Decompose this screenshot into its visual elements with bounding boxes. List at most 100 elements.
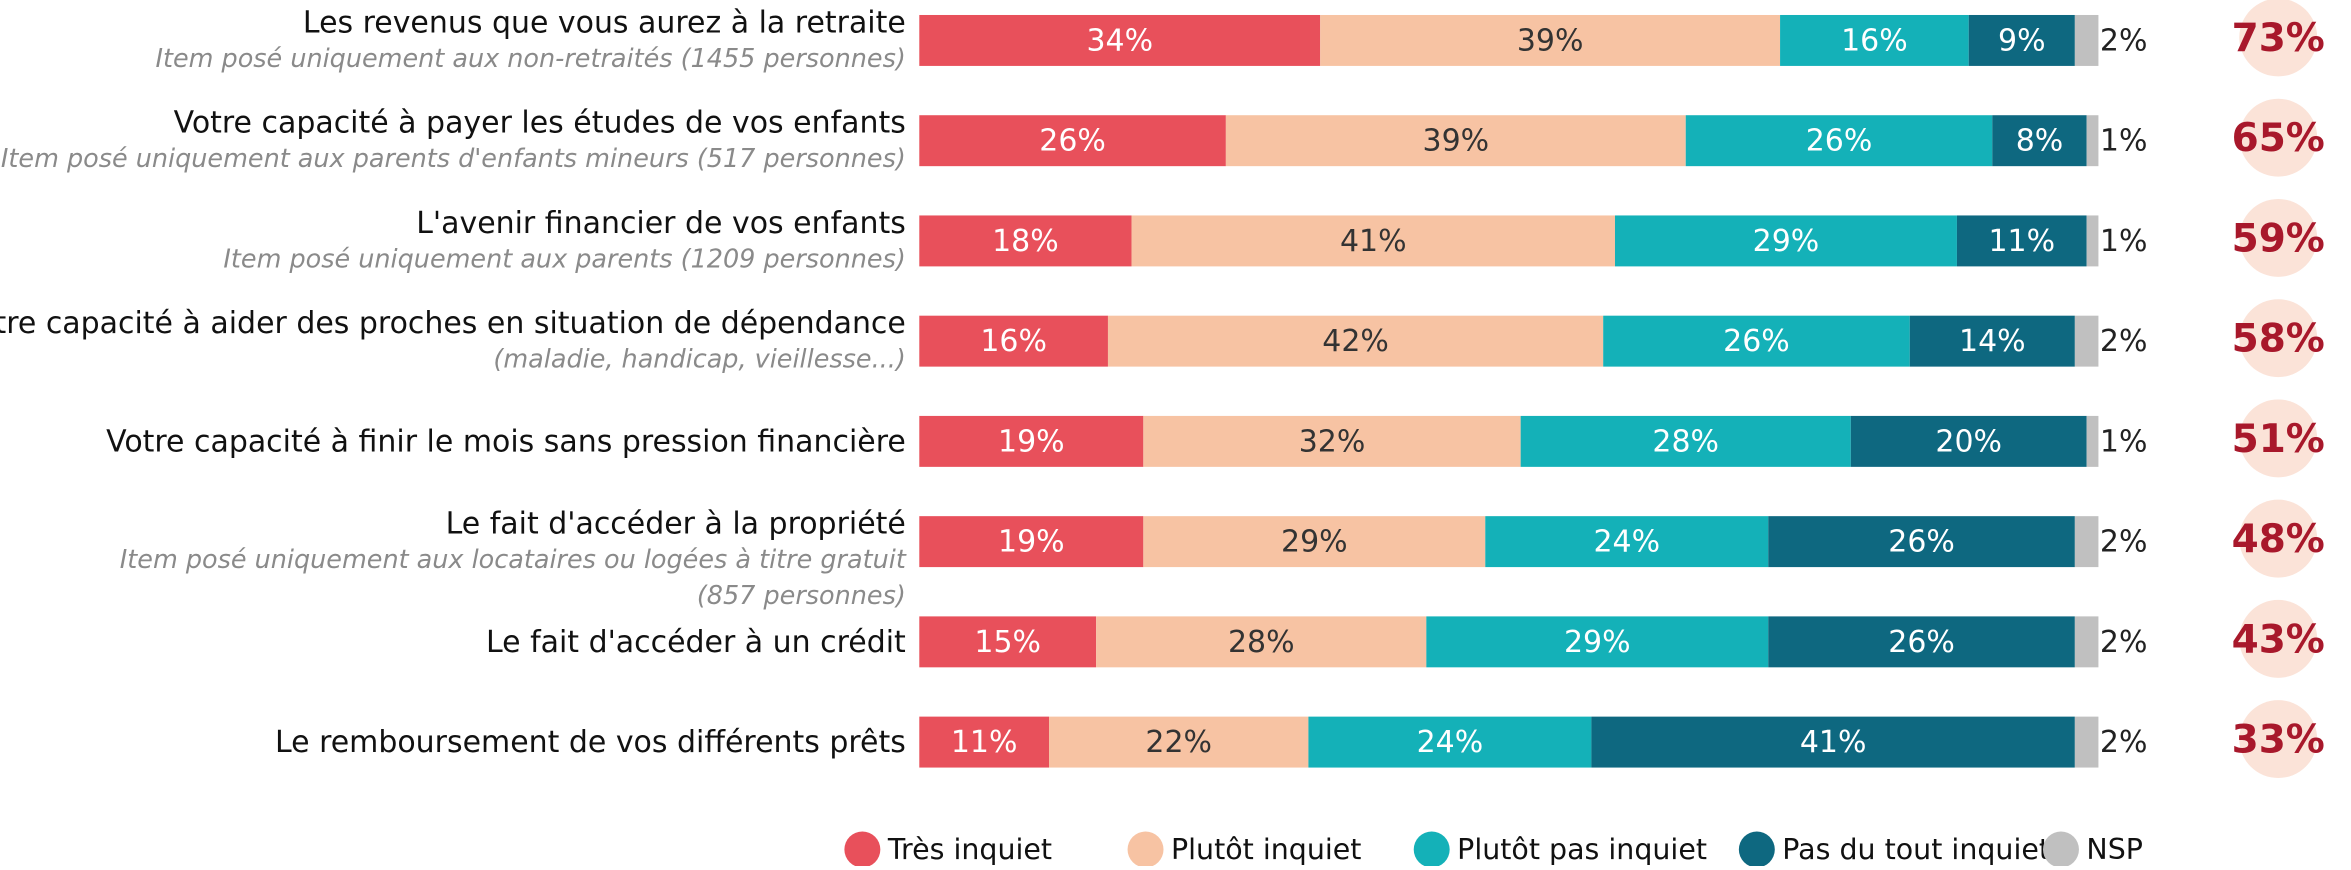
bar-segment — [919, 415, 1144, 467]
bar-segment — [2086, 415, 2099, 467]
bar-segment — [1520, 415, 1851, 467]
row-label: Le remboursement de vos différents prêts — [275, 725, 906, 760]
value-label: 26% — [1723, 324, 1790, 359]
row-sublabel: Item posé uniquement aux parents (1209 p… — [223, 244, 905, 274]
value-label: 29% — [1564, 625, 1631, 660]
bar-segment — [1780, 14, 1969, 66]
bar-segment — [2074, 14, 2099, 66]
value-label: 41% — [1340, 224, 1407, 259]
row-label: Votre capacité à aider des proches en si… — [0, 306, 906, 341]
value-label: 11% — [951, 725, 1018, 760]
row-sublabel: Item posé uniquement aux parents d'enfan… — [1, 144, 906, 174]
bar-segment — [919, 115, 1226, 167]
value-label: 26% — [1888, 625, 1955, 660]
total-badge — [2239, 0, 2318, 77]
value-label: 1% — [2100, 224, 2148, 259]
legend-label: Très inquiet — [887, 833, 1052, 866]
total-badge — [2239, 599, 2318, 678]
value-label: 34% — [1086, 23, 1153, 58]
legend-swatch — [2042, 831, 2079, 868]
value-label: 2% — [2100, 324, 2148, 359]
total-label: 51% — [2232, 417, 2325, 462]
value-label: 26% — [1806, 124, 1873, 159]
bar-segment — [1591, 716, 2075, 768]
bar-segment — [1485, 516, 1769, 568]
value-label: 15% — [974, 625, 1041, 660]
bar-segment — [1909, 315, 2075, 367]
bar-segment — [1143, 415, 1521, 467]
total-badge — [2239, 198, 2318, 277]
bar-segment — [1096, 616, 1427, 668]
bar-segment — [1956, 215, 2087, 267]
row-label: Votre capacité à payer les études de vos… — [174, 106, 906, 141]
bar-segment — [919, 14, 1321, 66]
row-sublabel: (maladie, handicap, vieillesse...) — [493, 345, 905, 375]
legend-label: Plutôt pas inquiet — [1457, 833, 1707, 866]
bar-segment — [1603, 315, 1910, 367]
bar-segment — [1992, 115, 2087, 167]
row-sublabel: Item posé uniquement aux locataires ou l… — [120, 545, 907, 575]
bar-segment — [1320, 14, 1781, 66]
bar-segment — [1308, 716, 1592, 768]
value-label: 19% — [998, 424, 1065, 459]
value-label: 24% — [1417, 725, 1484, 760]
total-label: 43% — [2232, 617, 2325, 662]
bar-segment — [1049, 716, 1309, 768]
bar-segment — [1107, 315, 1604, 367]
value-label: 24% — [1593, 525, 1660, 560]
value-label: 16% — [980, 324, 1047, 359]
value-label: 20% — [1935, 424, 2002, 459]
row-label: L'avenir financier de vos enfants — [416, 206, 906, 241]
bar-segment — [2074, 716, 2099, 768]
bar-segment — [919, 716, 1050, 768]
value-label: 39% — [1423, 124, 1490, 159]
bar-segment — [1768, 616, 2075, 668]
bar-segment — [2074, 616, 2099, 668]
bar-segment — [2086, 115, 2099, 167]
bar-segment — [919, 616, 1097, 668]
value-label: 2% — [2100, 23, 2148, 58]
value-label: 1% — [2100, 124, 2148, 159]
total-label: 65% — [2232, 116, 2325, 161]
value-label: 41% — [1800, 725, 1867, 760]
bar-segment — [1968, 14, 2075, 66]
bar-segment — [2074, 516, 2099, 568]
value-label: 2% — [2100, 625, 2148, 660]
bar-segment — [1143, 516, 1486, 568]
value-label: 1% — [2100, 424, 2148, 459]
total-badge — [2239, 499, 2318, 578]
bar-segment — [1850, 415, 2087, 467]
value-label: 9% — [1998, 23, 2046, 58]
legend-label: NSP — [2086, 833, 2143, 866]
total-label: 58% — [2232, 317, 2325, 362]
total-badge — [2239, 700, 2318, 779]
value-label: 22% — [1145, 725, 1212, 760]
bar-segment — [1685, 115, 1993, 167]
total-label: 59% — [2232, 216, 2325, 261]
bar-segment — [1614, 215, 1957, 267]
value-label: 2% — [2100, 725, 2148, 760]
bar-segment — [2074, 315, 2099, 367]
value-label: 26% — [1888, 525, 1955, 560]
legend-swatch — [1127, 831, 1164, 868]
value-label: 26% — [1039, 124, 1106, 159]
value-label: 2% — [2100, 525, 2148, 560]
value-label: 29% — [1281, 525, 1348, 560]
value-label: 32% — [1299, 424, 1366, 459]
bar-segment — [919, 516, 1144, 568]
bar-segment — [1131, 215, 1615, 267]
legend-swatch — [1413, 831, 1450, 868]
legend-swatch — [844, 831, 881, 868]
bar-segment — [919, 315, 1108, 367]
value-label: 39% — [1517, 23, 1584, 58]
value-label: 28% — [1228, 625, 1295, 660]
bar-segment — [1225, 115, 1686, 167]
value-label: 16% — [1841, 23, 1908, 58]
bar-segment — [919, 215, 1132, 267]
bar-segment — [1426, 616, 1769, 668]
row-sublabel: (857 personnes) — [697, 581, 906, 611]
value-label: 29% — [1753, 224, 1820, 259]
value-label: 28% — [1652, 424, 1719, 459]
value-label: 42% — [1322, 324, 1389, 359]
